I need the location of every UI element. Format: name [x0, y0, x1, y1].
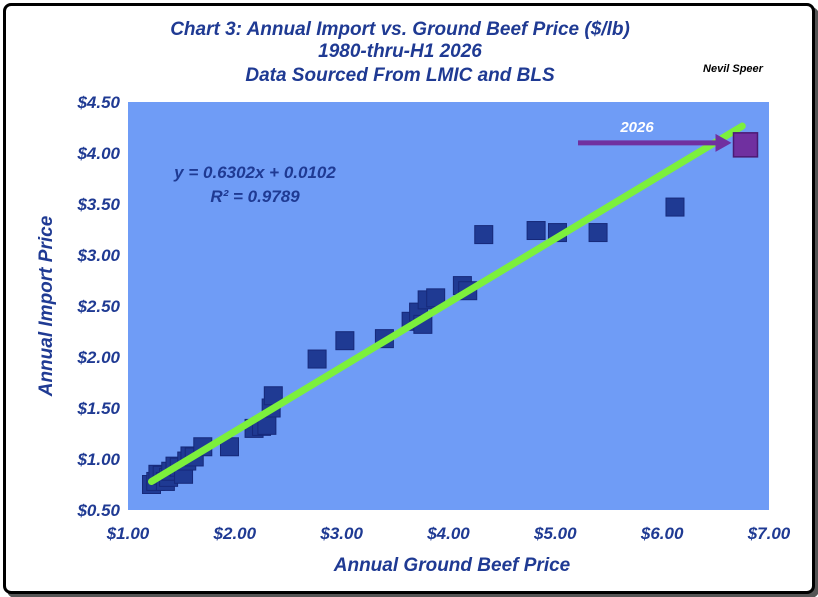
- data-point: [335, 331, 355, 351]
- data-point: [588, 223, 608, 243]
- x-tick-label: $7.00: [747, 524, 791, 543]
- y-tick-label: $4.00: [76, 144, 120, 163]
- y-tick-label: $3.00: [76, 246, 120, 265]
- y-tick-label: $4.50: [76, 93, 120, 112]
- y-axis-ticks: $0.50 $1.00 $1.50 $2.00 $2.50 $3.00 $3.50 $4.00…: [76, 93, 120, 520]
- x-tick-label: $1.00: [106, 524, 150, 543]
- chart-title-line-2: 1980-thru-H1 2026: [318, 41, 482, 62]
- y-tick-label: $0.50: [76, 501, 120, 520]
- data-point: [474, 225, 494, 245]
- x-tick-label: $4.00: [426, 524, 470, 543]
- x-tick-label: $3.00: [319, 524, 363, 543]
- highlight-point-2026: [732, 132, 759, 158]
- x-tick-label: $2.00: [213, 524, 257, 543]
- y-tick-label: $2.00: [76, 348, 120, 367]
- highlight-arrowhead: [715, 133, 732, 152]
- x-axis-label: Annual Ground Beef Price: [333, 555, 571, 576]
- chart-title-line-3: Data Sourced From LMIC and BLS: [245, 65, 555, 86]
- author-credit: Nevil Speer: [703, 63, 764, 75]
- x-tick-label: $5.00: [533, 524, 577, 543]
- chart-title-line-1: Chart 3: Annual Import vs. Ground Beef P…: [170, 19, 630, 40]
- y-tick-label: $3.50: [76, 195, 120, 214]
- x-tick-label: $6.00: [640, 524, 684, 543]
- r-squared-label: R² = 0.9789: [210, 187, 300, 206]
- x-axis-ticks: $1.00 $2.00 $3.00 $4.00 $5.00 $6.00 $7.00: [106, 524, 791, 543]
- y-tick-label: $1.00: [76, 450, 120, 469]
- y-tick-label: $1.50: [76, 399, 120, 418]
- data-points: 2026: [142, 119, 759, 494]
- trendline-equation: y = 0.6302x + 0.0102: [173, 163, 336, 182]
- data-point: [307, 349, 327, 369]
- y-tick-label: $2.50: [76, 297, 120, 316]
- data-point: [526, 221, 546, 241]
- highlight-label: 2026: [619, 119, 654, 136]
- y-axis-label: Annual Import Price: [36, 215, 57, 397]
- data-point: [665, 197, 685, 217]
- trendline: [148, 122, 746, 486]
